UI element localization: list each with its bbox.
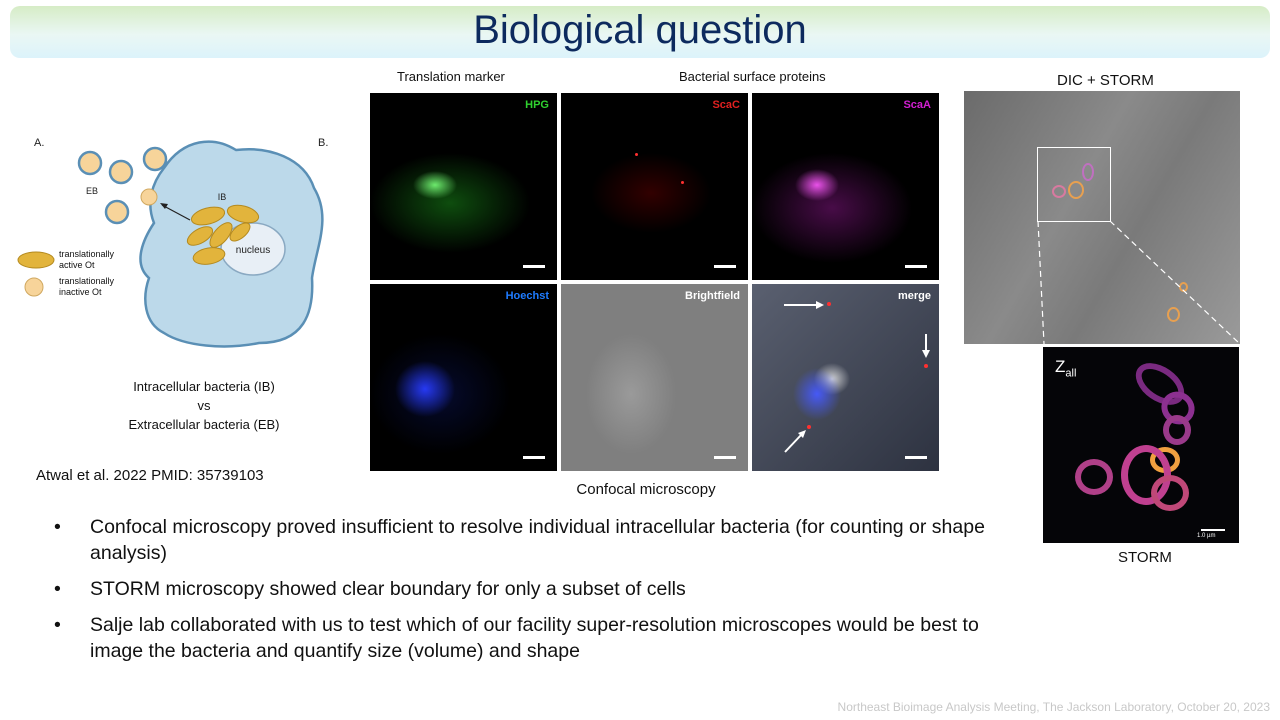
panel-label-hoechst: Hoechst [505,290,549,302]
confocal-caption: Confocal microscopy [576,481,716,498]
ib-label: IB [218,192,227,202]
confocal-grid: HPG ScaC ScaA Hoechst Brightfield merge [370,93,939,471]
label-a: A. [34,137,44,149]
scale-bar [714,265,736,268]
dic-storm-label: DIC + STORM [1057,72,1154,89]
legend-active-text: translationally active Ot [59,249,115,270]
dic-storm-image [964,91,1240,344]
zoom-box [1037,147,1111,222]
caption-line-1: Intracellular bacteria (IB) [133,379,275,394]
diagram-caption: Intracellular bacteria (IB) vs Extracell… [104,377,304,434]
panel-brightfield: Brightfield [561,284,748,471]
bullet-text: STORM microscopy showed clear boundary f… [90,578,686,600]
header-translation-marker: Translation marker [397,69,505,84]
panel-hpg: HPG [370,93,557,280]
scale-bar [905,456,927,459]
legend-active-swatch [17,251,55,269]
storm-caption: STORM [1118,549,1172,566]
panel-merge: merge [752,284,939,471]
panel-label-scaa: ScaA [903,99,931,111]
scale-bar [523,456,545,459]
legend-inactive-swatch [24,277,44,297]
bullet-dot: • [54,614,61,636]
header-surface-proteins: Bacterial surface proteins [679,69,826,84]
zoom-lines [1037,220,1240,344]
panel-label-hpg: HPG [525,99,549,111]
caption-line-2: vs [197,398,211,413]
intracellular-bacteria [186,204,260,265]
panel-scac: ScaC [561,93,748,280]
scale-bar [905,265,927,268]
panel-hoechst: Hoechst [370,284,557,471]
panel-label-merge: merge [897,290,931,302]
nucleus-label: nucleus [236,245,270,256]
slide-footer: Northeast Bioimage Analysis Meeting, The… [837,700,1270,714]
scale-bar [523,265,545,268]
cell-diagram-svg: nucleus IB EB A. B. [17,137,328,348]
bullet-item: • Salje lab collaborated with us to test … [36,612,1016,664]
bullet-dot: • [54,578,61,600]
bullet-item: • STORM microscopy showed clear boundary … [36,576,1016,602]
title-banner [10,6,1270,58]
inset-z-label: Zall [1055,357,1076,379]
panel-label-brightfield: Brightfield [685,290,740,302]
inset-scale-label: 1.0 µm [1197,533,1216,539]
bullet-list: • Confocal microscopy proved insufficient… [36,514,1016,674]
panel-scaa: ScaA [752,93,939,280]
scale-bar [714,456,736,459]
eb-label: EB [86,186,98,196]
panel-label-scac: ScaC [712,99,740,111]
bullet-dot: • [54,516,61,538]
merge-arrows [784,301,930,453]
bullet-item: • Confocal microscopy proved insufficient… [36,514,1016,566]
label-b: B. [318,137,328,149]
slide-title: Biological question [473,8,807,52]
bullet-text: Salje lab collaborated with us to test w… [90,614,979,662]
inset-z-main: Z [1055,357,1066,376]
citation: Atwal et al. 2022 PMID: 35739103 [36,467,264,484]
extracellular-bacteria [77,146,168,225]
storm-inset: Zall 1.0 µm [1043,347,1239,543]
caption-line-3: Extracellular bacteria (EB) [128,417,280,432]
bacteria-diagram: nucleus IB EB A. B. translationally acti… [14,128,344,358]
inset-z-sub: all [1065,367,1077,380]
bullet-text: Confocal microscopy proved insufficient … [90,516,985,564]
legend-inactive-text: translationally inactive Ot [59,276,115,297]
